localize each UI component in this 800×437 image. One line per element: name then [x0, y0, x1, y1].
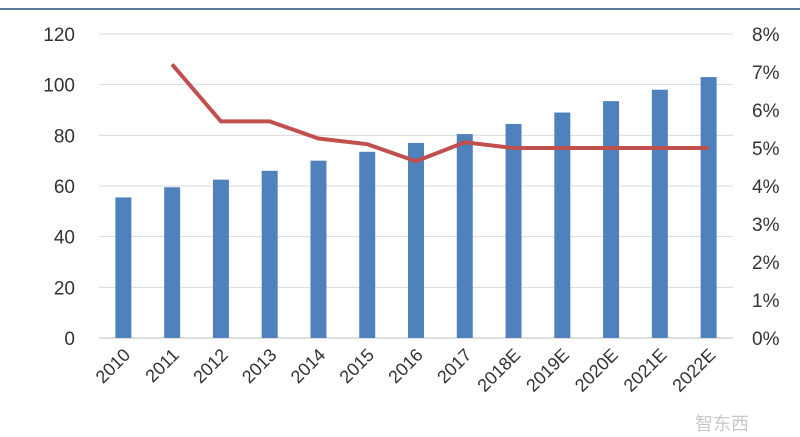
x-tick-label: 2016: [384, 345, 426, 387]
bar: [700, 77, 717, 339]
y2-tick-label: 4%: [752, 177, 780, 198]
x-tick-label: 2019E: [522, 345, 573, 396]
y2-tick-label: 1%: [752, 291, 780, 312]
bar: [456, 134, 473, 338]
growth-line: [170, 63, 709, 164]
line-point: [610, 147, 612, 149]
line-point: [659, 147, 661, 149]
bar: [261, 170, 278, 338]
y-tick-label: 20: [54, 278, 75, 299]
y2-tick-label: 0%: [752, 329, 780, 350]
line-point: [220, 120, 222, 122]
line-point: [513, 147, 515, 149]
x-tick-label: 2018E: [473, 345, 524, 396]
x-tick-label: 2012: [189, 345, 231, 387]
bar: [310, 160, 327, 338]
watermark-text: 智东西: [695, 414, 749, 435]
y-tick-label: 60: [54, 177, 75, 198]
x-tick-label: 2021E: [620, 345, 671, 396]
y-tick-label: 80: [54, 126, 75, 147]
y2-tick-label: 5%: [752, 139, 780, 160]
x-tick-label: 2015: [336, 345, 378, 387]
x-tick-label: 2013: [238, 345, 280, 387]
line-point: [366, 143, 368, 145]
bar: [408, 142, 424, 338]
y-tick-label: 120: [43, 25, 75, 46]
x-axis: 2010 2011 2012 2013 2014 2015 2016 20172018E201…: [92, 345, 720, 396]
line-series: [170, 63, 710, 164]
line-point: [269, 120, 271, 122]
bar: [651, 89, 668, 338]
y-tick-label: 100: [43, 76, 75, 97]
x-tick-label: 2020E: [571, 345, 622, 396]
y-axis-right: 0% 1% 2% 3% 4% 5% 6% 7% 8%: [752, 25, 780, 350]
x-tick-label: 2010: [92, 345, 134, 387]
bar: [212, 179, 229, 338]
bar: [164, 187, 181, 338]
line-point: [317, 138, 319, 139]
line-point: [708, 147, 710, 149]
bar: [554, 112, 571, 339]
bar-series: [115, 77, 717, 339]
y-axis-left: 0 20 40 60 80 100 120: [43, 25, 75, 350]
y2-tick-label: 6%: [752, 101, 780, 122]
line-point: [464, 141, 466, 143]
line-point: [561, 147, 563, 149]
x-tick-label: 2011: [141, 345, 183, 387]
y2-tick-label: 2%: [752, 253, 780, 274]
bar: [359, 151, 376, 338]
line-point: [171, 63, 173, 65]
bar: [603, 101, 620, 338]
x-tick-label: 2022E: [668, 345, 719, 396]
y2-tick-label: 8%: [752, 25, 780, 46]
y-tick-label: 40: [54, 228, 75, 249]
bar: [505, 123, 522, 338]
line-point: [415, 160, 417, 162]
y-tick-label: 0: [64, 329, 75, 350]
x-tick-label: 2014: [287, 345, 329, 387]
y2-tick-label: 3%: [752, 215, 780, 236]
y2-tick-label: 7%: [752, 63, 780, 84]
bar: [115, 197, 132, 338]
x-tick-label: 2017: [433, 345, 475, 387]
